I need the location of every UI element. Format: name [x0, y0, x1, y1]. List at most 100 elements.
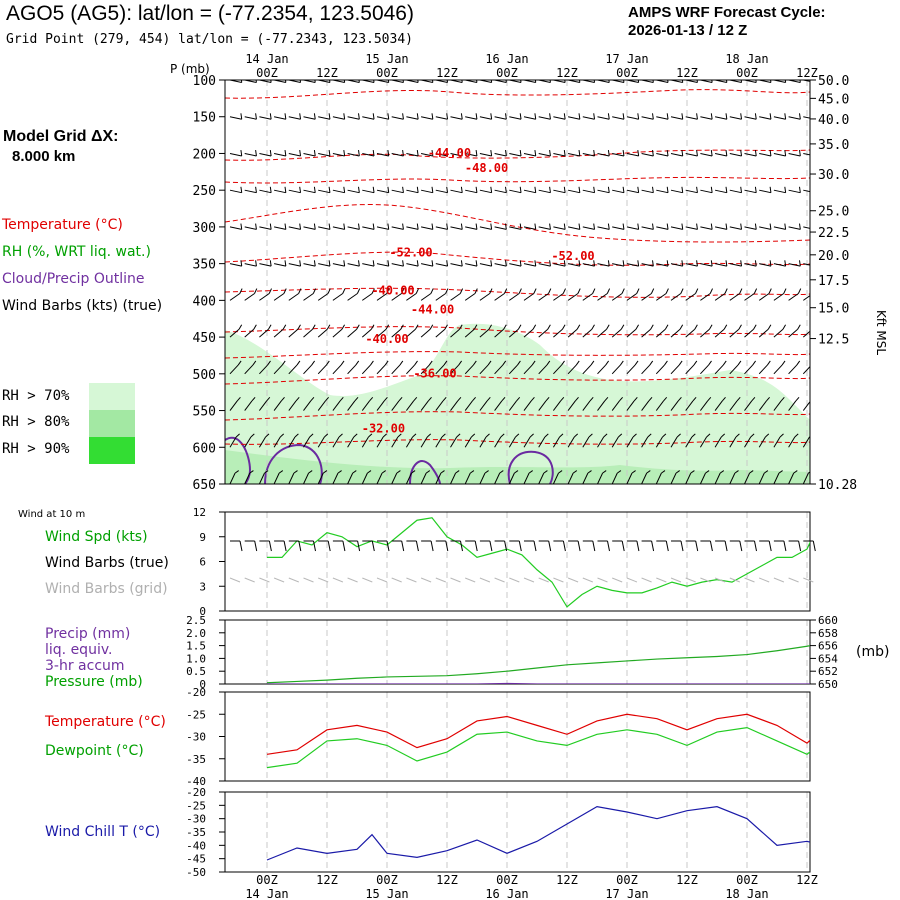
wind-barb — [303, 470, 313, 484]
dewpoint-line — [266, 726, 810, 769]
forecast-cycle-value: 2026-01-13 / 12 Z — [628, 22, 748, 39]
isotherm-label: -32.00 — [362, 422, 405, 436]
chill-panel-tick-label: -30 — [186, 813, 206, 826]
legend-wind-speed: Wind Spd (kts) — [45, 529, 148, 545]
main-frame — [224, 79, 811, 485]
wind-barb — [744, 288, 758, 301]
wind-barb — [259, 360, 271, 375]
wind-barb — [759, 260, 772, 267]
wind-barb — [318, 223, 331, 230]
cloud-outline — [225, 436, 252, 484]
wind-barb — [523, 223, 537, 230]
pressure-tick-label: 500 — [193, 368, 216, 383]
wind-barb-true — [357, 540, 361, 552]
wind-barb — [788, 186, 801, 194]
wind-barb — [582, 113, 596, 120]
wind-barb — [303, 223, 316, 230]
wind-barb — [406, 324, 419, 338]
wind-barb-true — [739, 540, 743, 552]
wind-barb — [656, 288, 669, 301]
wind-barb — [759, 223, 772, 230]
wind-barb-grid — [582, 577, 593, 583]
wind-barb — [802, 330, 810, 338]
wind-barb — [670, 324, 684, 338]
wind-barb — [553, 324, 566, 338]
wind-barb — [626, 186, 640, 194]
wind-barb — [406, 288, 419, 301]
wind-barb — [538, 397, 550, 411]
wind-barb — [803, 116, 810, 119]
isotherm-label: -40.00 — [371, 283, 414, 297]
wind-barb — [273, 223, 287, 230]
wind-barb — [758, 288, 772, 301]
wind-barb — [597, 223, 610, 230]
wind-barb — [303, 113, 316, 120]
wind-barb-true — [386, 540, 390, 552]
wind-barb — [773, 470, 783, 484]
wind-barb — [729, 223, 743, 230]
wind-barb — [641, 288, 655, 301]
wind-barb — [244, 324, 257, 338]
wind-barb-grid — [362, 577, 373, 583]
pressure-tick-label: 150 — [193, 111, 216, 126]
top-hour-label: 00Z — [256, 66, 278, 80]
wind-barb — [244, 470, 254, 484]
wind-barb — [332, 150, 346, 157]
wind-barb — [479, 324, 493, 338]
wind-barb-true — [474, 540, 478, 552]
wind-barb — [567, 150, 581, 157]
wind-barb — [406, 113, 419, 120]
wind-barb — [523, 150, 537, 157]
isotherm-label: -52.00 — [551, 249, 594, 263]
wind-barb — [259, 260, 272, 267]
wind-barb — [538, 113, 551, 120]
wind-barb — [759, 186, 772, 194]
wind-barb — [744, 470, 754, 484]
wind-barb-grid — [553, 577, 564, 583]
height-tick-label: 10.28 — [818, 478, 857, 493]
wind-barb — [288, 223, 302, 230]
wind-barb — [567, 113, 581, 120]
wind-barb-true — [680, 540, 684, 552]
wind-barb — [244, 288, 258, 301]
wind-barb — [288, 186, 302, 194]
wind-barb — [435, 260, 449, 267]
wind-barb — [714, 397, 726, 411]
wind-panel-tick-label: 9 — [199, 531, 206, 544]
wind-barb — [582, 186, 596, 194]
wind-barb — [655, 397, 668, 411]
wind-barb — [332, 288, 346, 301]
wind-barb — [788, 288, 802, 301]
wind-barb-true — [592, 540, 596, 552]
top-day-label: 14 Jan — [245, 52, 288, 66]
height-axis-title: Kft MSL — [874, 310, 888, 356]
wind-barb — [435, 470, 445, 484]
wind-barb-grid — [376, 577, 388, 583]
wind-barb — [655, 360, 668, 375]
wind-barb — [332, 397, 344, 411]
wind-barb — [612, 113, 625, 120]
wind-barb — [509, 113, 522, 120]
wind-barb — [656, 150, 669, 157]
wind-barb — [523, 433, 534, 448]
legend-cloud-outline: Cloud/Precip Outline — [2, 271, 145, 287]
wind-barb — [494, 223, 507, 230]
wind-barb — [303, 260, 316, 267]
wind-barb — [303, 186, 316, 194]
pressure-tick-label: 100 — [193, 74, 216, 89]
pressure-tick-label: 300 — [193, 221, 216, 236]
temp-panel-tick-label: -40 — [186, 775, 206, 788]
wind-barb — [685, 324, 698, 338]
pressure-tick-label: 200 — [193, 147, 216, 162]
wind-barb — [538, 186, 551, 194]
temp-panel-tick-label: -20 — [186, 686, 206, 699]
wind-barb — [626, 113, 640, 120]
wind-barb — [435, 186, 449, 194]
wind-barb — [229, 470, 239, 484]
height-tick-label: 30.0 — [818, 168, 849, 183]
top-hour-label: 00Z — [496, 66, 518, 80]
wind-barb — [259, 186, 272, 194]
wind-barb — [376, 150, 390, 157]
temp-panel-tick-label: -30 — [186, 731, 206, 744]
wind-barb — [435, 360, 448, 375]
